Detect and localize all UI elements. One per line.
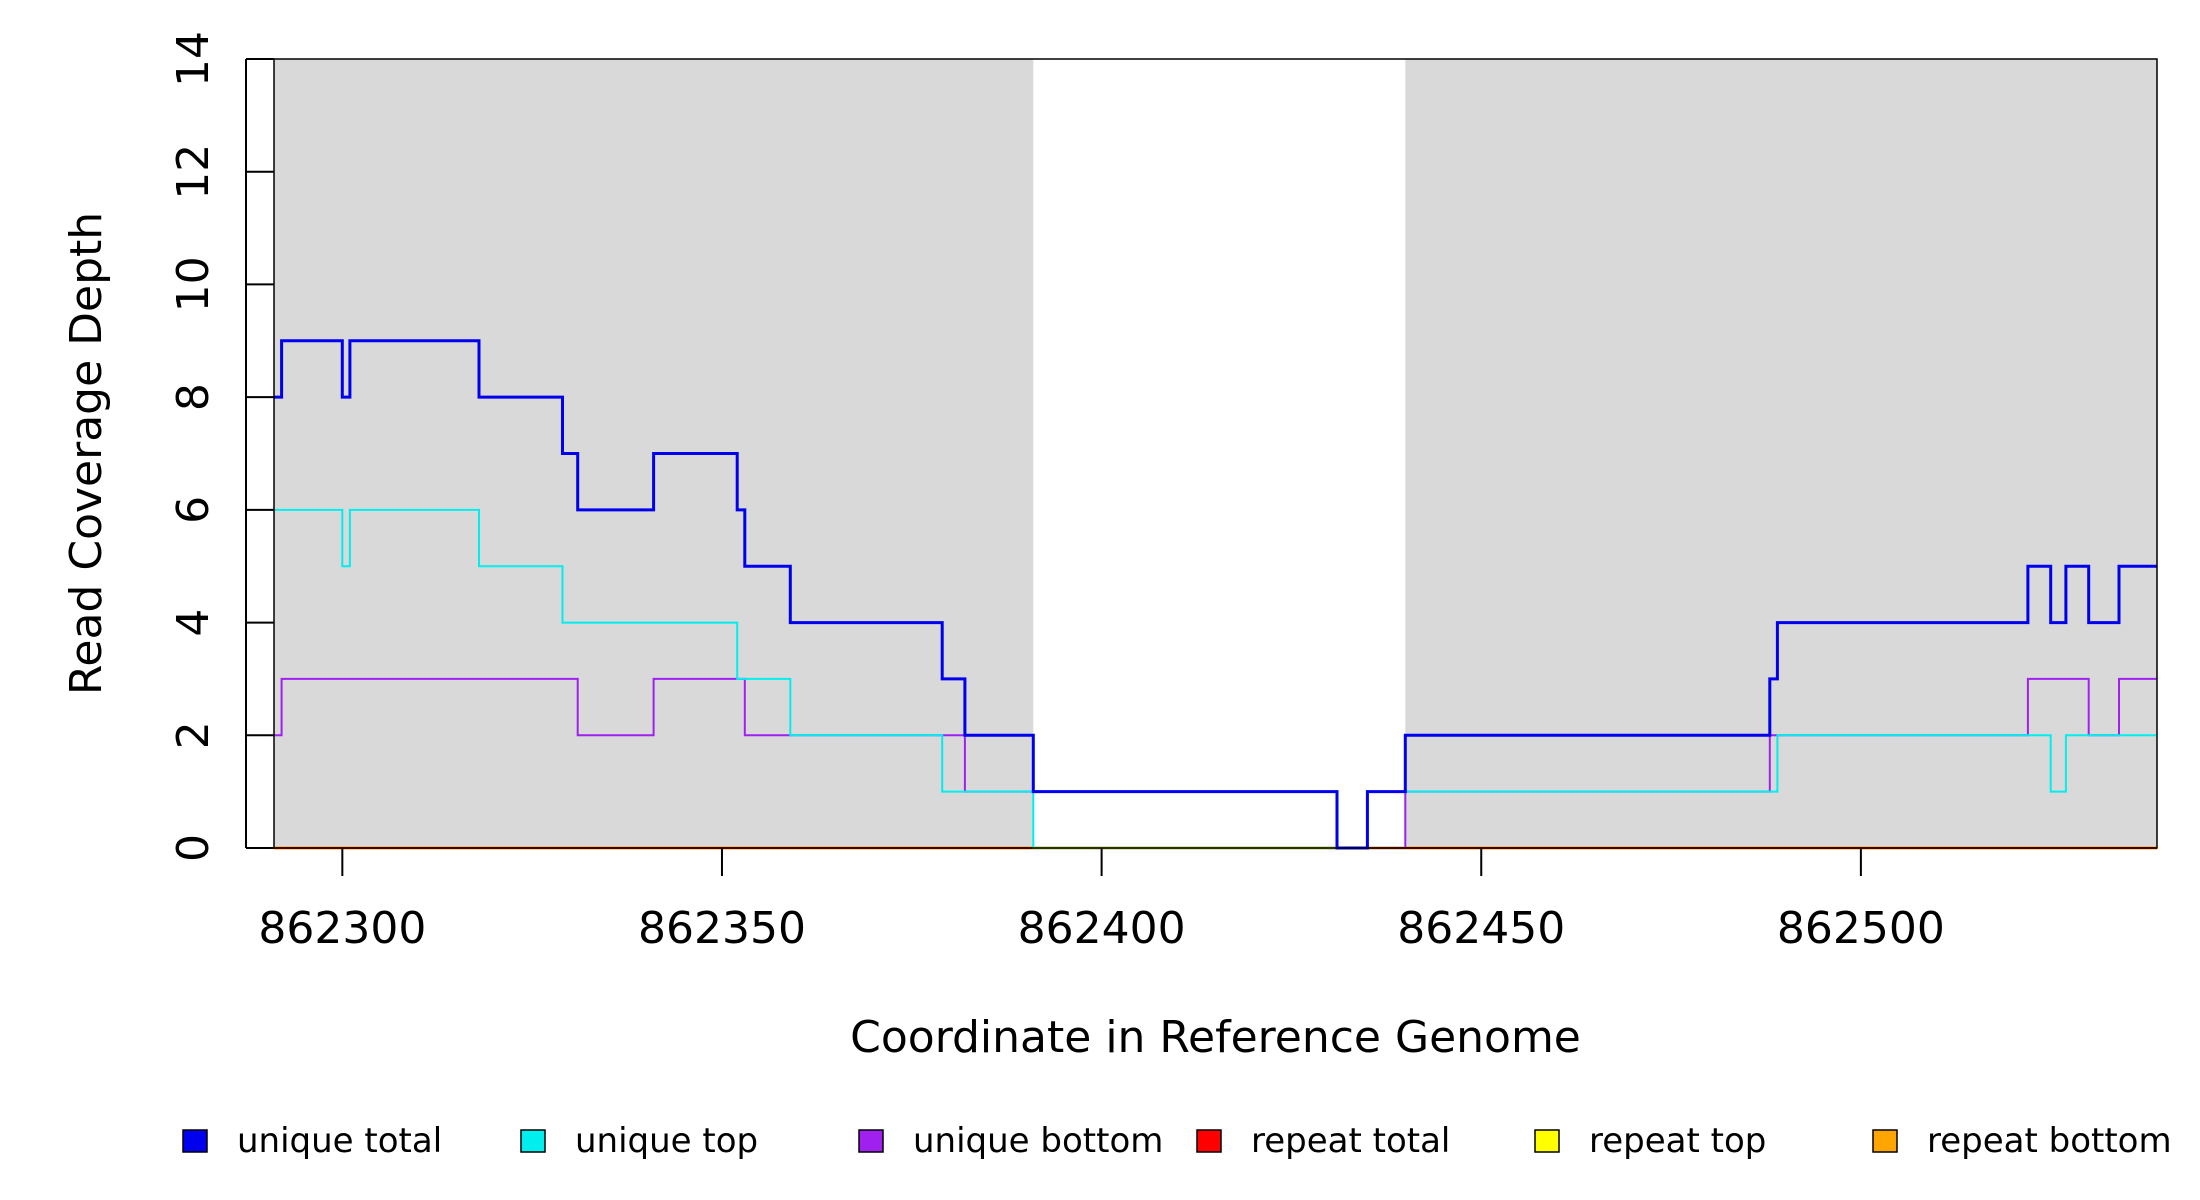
- legend-label-unique-bottom: unique bottom: [913, 1121, 1163, 1161]
- legend-swatch-repeat-total: [1196, 1129, 1222, 1153]
- x-axis: 862300 862350 862400 862450 862500: [258, 848, 1945, 954]
- legend-swatch-unique-total: [182, 1129, 208, 1153]
- x-tick-label: 862450: [1397, 903, 1565, 954]
- y-axis: 0 2 4 6 8 10 12 14: [168, 31, 274, 862]
- legend: unique total unique top unique bottom repea…: [182, 1121, 2172, 1161]
- legend-swatch-unique-top: [520, 1129, 546, 1153]
- y-tick-label: 0: [168, 834, 219, 862]
- series-line-unique-total: [274, 339, 2157, 850]
- x-tick-label: 862500: [1777, 903, 1945, 954]
- y-axis-title: Read Coverage Depth: [61, 212, 112, 695]
- plot-background: [274, 59, 2157, 848]
- x-tick-label: 862300: [258, 903, 426, 954]
- shaded-region-right: [1405, 59, 2157, 848]
- legend-label-unique-total: unique total: [237, 1121, 442, 1161]
- y-tick-label: 8: [168, 383, 219, 411]
- legend-label-repeat-bottom: repeat bottom: [1927, 1121, 2172, 1161]
- y-tick-label: 12: [168, 144, 219, 200]
- legend-label-repeat-top: repeat top: [1589, 1121, 1766, 1161]
- x-axis-title: Coordinate in Reference Genome: [850, 1012, 1581, 1063]
- x-tick-label: 862350: [638, 903, 806, 954]
- y-tick-label: 14: [168, 31, 219, 87]
- legend-swatch-repeat-top: [1534, 1129, 1560, 1153]
- legend-label-repeat-total: repeat total: [1251, 1121, 1450, 1161]
- y-tick-label: 6: [168, 496, 219, 524]
- plot-frame: [273, 58, 2158, 849]
- x-tick-label: 862400: [1018, 903, 1186, 954]
- y-tick-label: 4: [168, 609, 219, 637]
- legend-label-unique-top: unique top: [575, 1121, 758, 1161]
- legend-swatch-unique-bottom: [858, 1129, 884, 1153]
- y-tick-label: 2: [168, 721, 219, 749]
- y-tick-label: 10: [168, 256, 219, 312]
- series-line-unique-top: [274, 508, 2157, 849]
- legend-swatch-repeat-bottom: [1872, 1129, 1898, 1153]
